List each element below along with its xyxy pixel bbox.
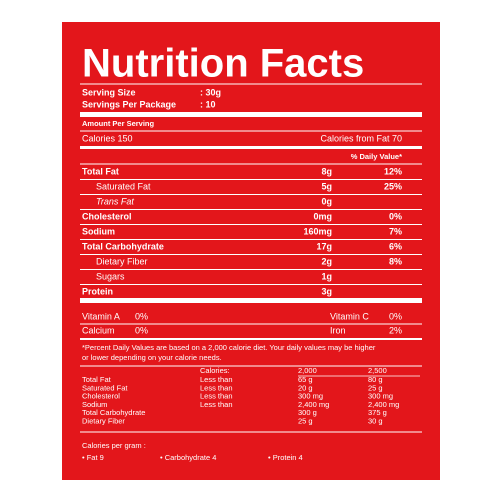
dv-table-cell: Cholesterol <box>82 392 120 401</box>
nutrient-amount: 1g <box>321 271 332 281</box>
thick-divider <box>80 298 422 303</box>
dv-table-cell: 25 g <box>368 383 383 392</box>
nutrient-amount: 17g <box>316 241 332 251</box>
vitamin-dv: 0% <box>135 311 148 321</box>
dv-table-cell: 25 g <box>298 416 313 425</box>
nutrient-dv: 25% <box>384 181 402 191</box>
serving-label: Servings Per Package <box>82 99 176 109</box>
nutrient-name: Saturated Fat <box>96 181 151 191</box>
nutrient-dv: 12% <box>384 166 402 176</box>
nutrient-dv: 8% <box>389 256 402 266</box>
vitamin-dv: 0% <box>135 325 148 335</box>
title: Nutrition Facts <box>82 42 364 86</box>
nutrient-dv: 7% <box>389 226 402 236</box>
dv-header: % Daily Value* <box>351 152 402 161</box>
nutrient-amount: 2g <box>321 256 332 266</box>
dv-table-cell: Less than <box>200 400 233 409</box>
dv-table-cell: 65 g <box>298 375 313 384</box>
dv-table-cell: Less than <box>200 392 233 401</box>
amount-header: Amount Per Serving <box>82 119 155 128</box>
footnote: *Percent Daily Values are based on a 2,0… <box>82 343 376 352</box>
nutrient-amount: 0g <box>321 196 332 206</box>
vitamin-dv: 0% <box>389 311 402 321</box>
nutrient-name: Trans Fat <box>96 196 134 206</box>
calories-per-gram-item: • Protein 4 <box>268 453 303 462</box>
nutrient-name: Total Carbohydrate <box>82 241 164 251</box>
dv-table-cell: 300 mg <box>368 392 393 401</box>
dv-table-cell: 375 g <box>368 408 387 417</box>
serving-label: Serving Size <box>82 87 136 97</box>
dv-table-cell: 20 g <box>298 383 313 392</box>
footnote: or lower depending on your calorie needs… <box>82 353 222 362</box>
nutrient-name: Total Fat <box>82 166 119 176</box>
dv-table-cell: Less than <box>200 375 233 384</box>
dv-table-header: 2,500 <box>368 366 387 375</box>
thick-divider <box>80 112 422 117</box>
nutrient-name: Sugars <box>96 271 125 281</box>
content: Total Fat 8g 12% Saturated Fat 5g 25% Trans Fa… <box>80 166 422 462</box>
dv-table-header: 2,000 <box>298 366 317 375</box>
thick-divider <box>80 146 422 149</box>
calories-per-gram-item: • Carbohydrate 4 <box>160 453 216 462</box>
calories-per-gram-item: • Fat 9 <box>82 453 104 462</box>
nutrient-amount: 5g <box>321 181 332 191</box>
dv-table-cell: Total Fat <box>82 375 112 384</box>
dv-table-cell: 30 g <box>368 416 383 425</box>
calories: Calories 150 <box>82 133 133 143</box>
dv-table-cell: Saturated Fat <box>82 383 128 392</box>
dv-table-cell: Total Carbohydrate <box>82 408 145 417</box>
dv-table-cell: 2,400 mg <box>368 400 399 409</box>
dv-table-header: Calories: <box>200 366 230 375</box>
dv-table-cell: 80 g <box>368 375 383 384</box>
vitamin-name: Vitamin C <box>330 311 369 321</box>
vitamin-name: Calcium <box>82 325 115 335</box>
dv-table-cell: Sodium <box>82 400 107 409</box>
label-background <box>62 22 440 480</box>
nutrient-name: Protein <box>82 286 113 296</box>
nutrient-name: Cholesterol <box>82 211 132 221</box>
dv-table-cell: Less than <box>200 383 233 392</box>
calories-per-gram: Calories per gram : <box>82 441 146 450</box>
dv-table-cell: Dietary Fiber <box>82 416 125 425</box>
serving-value: : 30g <box>200 87 221 97</box>
nutrient-amount: 8g <box>321 166 332 176</box>
nutrient-dv: 6% <box>389 241 402 251</box>
vitamin-dv: 2% <box>389 325 402 335</box>
nutrient-name: Dietary Fiber <box>96 256 148 266</box>
dv-table-cell: 2,400 mg <box>298 400 329 409</box>
nutrient-dv: 0% <box>389 211 402 221</box>
dv-table-cell: 300 g <box>298 408 317 417</box>
nutrient-name: Sodium <box>82 226 115 236</box>
vitamin-name: Iron <box>330 325 346 335</box>
nutrient-amount: 160mg <box>303 226 332 236</box>
dv-table-cell: 300 mg <box>298 392 323 401</box>
serving-value: : 10 <box>200 99 216 109</box>
vitamin-name: Vitamin A <box>82 311 120 321</box>
nutrient-amount: 3g <box>321 286 332 296</box>
nutrient-amount: 0mg <box>313 211 332 221</box>
calories-from-fat: Calories from Fat 70 <box>320 133 402 143</box>
